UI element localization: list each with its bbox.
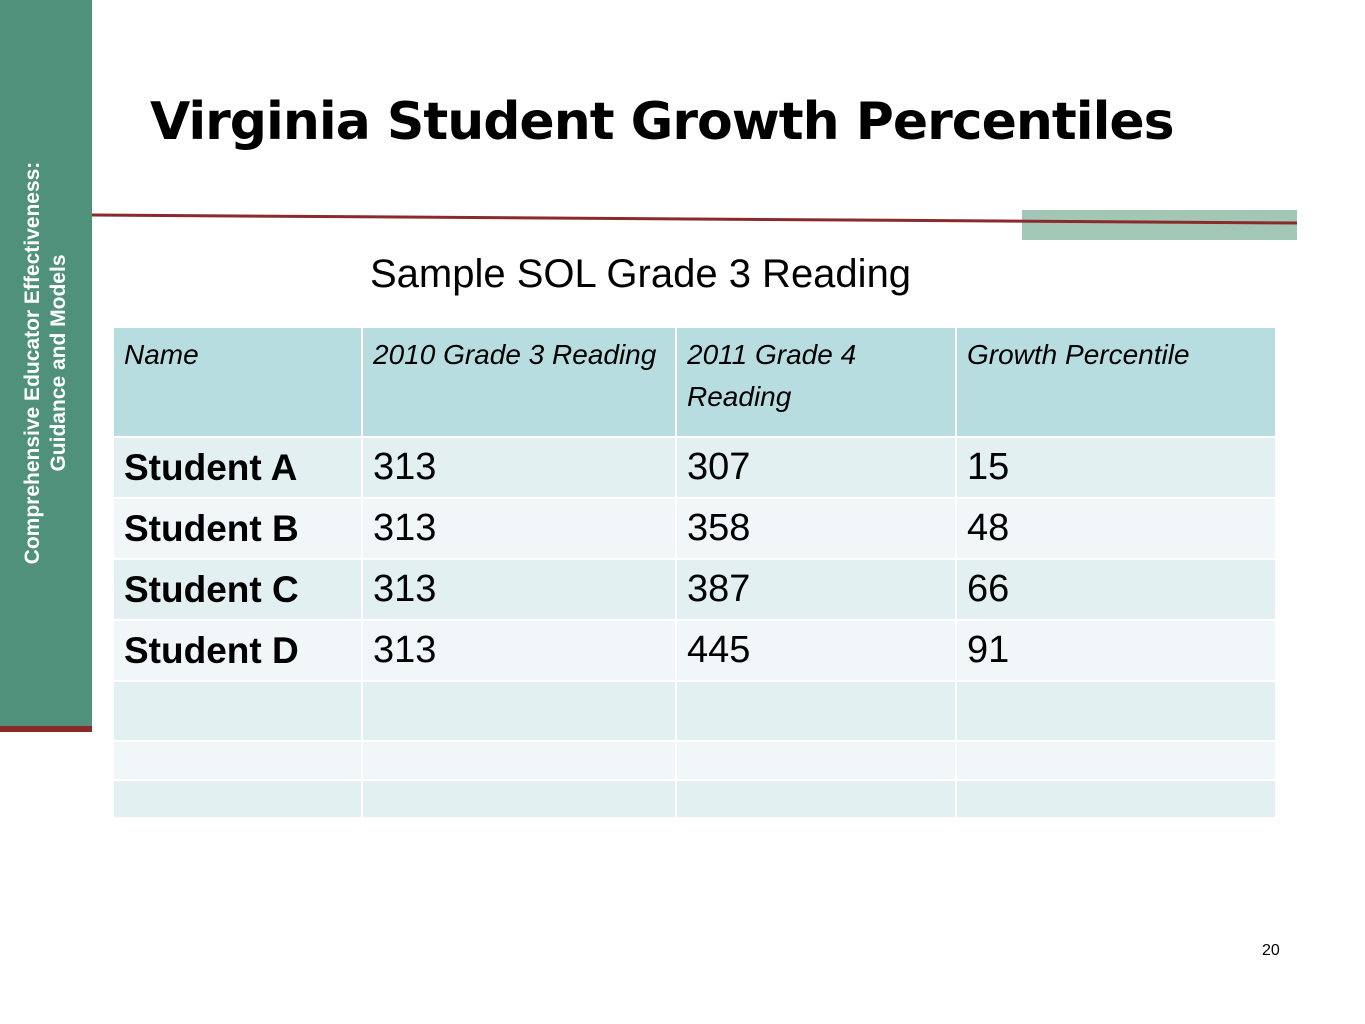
empty-cell bbox=[114, 741, 363, 781]
table-row: Student C 313 387 66 bbox=[114, 559, 1275, 621]
empty-cell bbox=[676, 741, 957, 781]
table-row: Student B 313 358 48 bbox=[114, 498, 1275, 560]
table-row: Student A 313 307 15 bbox=[114, 437, 1275, 499]
table-row-empty bbox=[114, 780, 1275, 819]
score-2011-cell: 445 bbox=[676, 620, 957, 682]
table-header-row: Name 2010 Grade 3 Reading 2011 Grade 4 R… bbox=[114, 328, 1275, 438]
empty-cell bbox=[956, 741, 1275, 781]
empty-cell bbox=[114, 780, 363, 819]
empty-cell bbox=[114, 681, 363, 742]
sidebar-underline bbox=[0, 726, 92, 732]
empty-cell bbox=[956, 780, 1275, 819]
table-row-empty bbox=[114, 741, 1275, 781]
score-2011-cell: 307 bbox=[676, 437, 957, 499]
column-header-growth-percentile: Growth Percentile bbox=[956, 328, 1275, 438]
empty-cell bbox=[676, 681, 957, 742]
student-name-cell: Student A bbox=[114, 437, 363, 499]
column-header-2011-grade-4: 2011 Grade 4 Reading bbox=[676, 328, 957, 438]
sidebar-caption-line2: Guidance and Models bbox=[47, 254, 70, 472]
sidebar-band: Comprehensive Educator Effectiveness: Gu… bbox=[0, 0, 92, 726]
empty-cell bbox=[362, 741, 677, 781]
growth-percentile-cell: 66 bbox=[956, 559, 1275, 621]
column-header-name: Name bbox=[114, 328, 363, 438]
title-rule bbox=[91, 213, 1298, 225]
slide-number: 20 bbox=[1262, 942, 1280, 959]
growth-percentile-cell: 15 bbox=[956, 437, 1275, 499]
student-name-cell: Student B bbox=[114, 498, 363, 560]
score-2011-cell: 358 bbox=[676, 498, 957, 560]
table-row-empty bbox=[114, 681, 1275, 742]
student-name-cell: Student C bbox=[114, 559, 363, 621]
score-2010-cell: 313 bbox=[362, 620, 677, 682]
sidebar-caption-line1: Comprehensive Educator Effectiveness: bbox=[21, 161, 44, 565]
growth-percentile-cell: 48 bbox=[956, 498, 1275, 560]
score-2011-cell: 387 bbox=[676, 559, 957, 621]
table-caption: Sample SOL Grade 3 Reading bbox=[370, 252, 912, 296]
table-row: Student D 313 445 91 bbox=[114, 620, 1275, 682]
student-name-cell: Student D bbox=[114, 620, 363, 682]
growth-percentile-cell: 91 bbox=[956, 620, 1275, 682]
empty-cell bbox=[362, 681, 677, 742]
score-2010-cell: 313 bbox=[362, 498, 677, 560]
empty-cell bbox=[362, 780, 677, 819]
column-header-2010-grade-3: 2010 Grade 3 Reading bbox=[362, 328, 677, 438]
data-table: Name 2010 Grade 3 Reading 2011 Grade 4 R… bbox=[114, 328, 1275, 819]
accent-bar bbox=[1022, 210, 1297, 240]
score-2010-cell: 313 bbox=[362, 437, 677, 499]
page-title: Virginia Student Growth Percentiles bbox=[150, 92, 1175, 152]
empty-cell bbox=[676, 780, 957, 819]
sidebar-caption: Comprehensive Educator Effectiveness: Gu… bbox=[20, 13, 72, 713]
score-2010-cell: 313 bbox=[362, 559, 677, 621]
empty-cell bbox=[956, 681, 1275, 742]
